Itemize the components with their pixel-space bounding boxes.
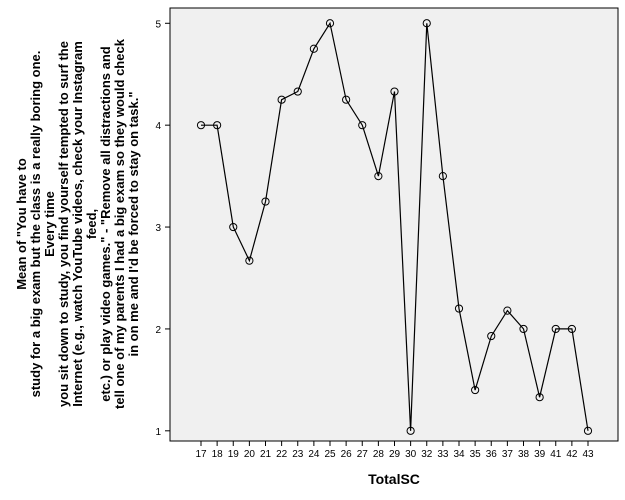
data-point <box>390 87 399 96</box>
x-tick-label: 26 <box>341 449 353 460</box>
x-tick-label: 41 <box>550 449 562 460</box>
data-point <box>277 95 286 104</box>
data-point <box>535 393 544 402</box>
x-tick-label: 42 <box>566 449 578 460</box>
data-point <box>309 44 318 53</box>
x-tick-label: 35 <box>470 449 482 460</box>
data-point <box>293 87 302 96</box>
data-point <box>454 304 464 313</box>
x-tick-label: 36 <box>486 449 498 460</box>
x-axis: 17 18 19 20 21 22 23 24 25 26 27 28 29 30 32 33 34 35 36 37… <box>195 441 594 460</box>
data-points <box>196 19 593 435</box>
y-tick-label: 3 <box>155 223 161 234</box>
data-point <box>406 426 415 435</box>
series-line <box>201 21 589 431</box>
data-point <box>358 121 367 130</box>
x-tick-label: 32 <box>421 449 433 460</box>
y-axis-title-line: Mean of "You have to <box>14 158 29 290</box>
x-axis-title: TotalSC <box>368 471 420 487</box>
data-point <box>196 121 206 130</box>
y-axis-title-line: Every time <box>42 191 57 257</box>
x-tick-label: 17 <box>195 449 207 460</box>
data-point <box>342 95 351 104</box>
y-axis-title-line: in on me and I'd be forced to stay on ta… <box>126 92 141 357</box>
x-tick-label: 21 <box>260 449 272 460</box>
y-axis-title-line: Internet (e.g., watch YouTube videos, ch… <box>70 41 85 407</box>
data-point <box>519 324 528 334</box>
y-tick-label: 4 <box>155 121 161 132</box>
data-point <box>583 426 593 435</box>
x-tick-label: 33 <box>437 449 449 460</box>
data-point <box>213 121 222 130</box>
data-point <box>374 172 383 181</box>
data-point <box>261 197 270 206</box>
x-tick-label: 23 <box>292 449 304 460</box>
y-tick-label: 5 <box>155 19 161 30</box>
x-tick-label: 27 <box>357 449 369 460</box>
y-axis-title-line: feed, <box>84 209 99 239</box>
y-axis: 1 2 3 4 5 <box>155 19 170 438</box>
plot-area <box>169 7 619 442</box>
data-point <box>503 306 512 315</box>
x-tick-label: 38 <box>518 449 530 460</box>
x-tick-label: 29 <box>389 449 401 460</box>
x-tick-label: 39 <box>534 449 546 460</box>
data-point <box>487 331 496 341</box>
y-axis-title-line: etc.) or play video games." - "Remove al… <box>98 46 113 402</box>
data-point <box>422 19 431 28</box>
x-tick-label: 37 <box>502 449 514 460</box>
x-tick-label: 34 <box>453 449 465 460</box>
x-tick-label: 43 <box>582 449 594 460</box>
y-axis-title-line: you sit down to study, you find yourself… <box>56 41 71 407</box>
data-point <box>245 256 254 265</box>
data-point <box>551 324 560 334</box>
x-tick-label: 30 <box>405 449 417 460</box>
data-point <box>438 172 447 181</box>
x-tick-label: 20 <box>244 449 256 460</box>
y-axis-title: Mean of "You have to study for a big exam… <box>14 38 141 409</box>
y-tick-label: 2 <box>155 325 161 336</box>
x-tick-label: 25 <box>324 449 336 460</box>
x-tick-label: 22 <box>276 449 288 460</box>
data-point <box>471 385 480 395</box>
data-point <box>229 222 238 232</box>
y-axis-title-line: tell one of my parents I had a big exam … <box>112 38 127 409</box>
data-point <box>567 324 576 334</box>
x-tick-label: 19 <box>228 449 240 460</box>
y-axis-title-line: study for a big exam but the class is a … <box>28 51 43 398</box>
x-tick-label: 18 <box>212 449 224 460</box>
y-tick-label: 1 <box>155 427 161 438</box>
x-tick-label: 24 <box>308 449 320 460</box>
data-point <box>325 19 335 28</box>
x-tick-label: 28 <box>373 449 385 460</box>
